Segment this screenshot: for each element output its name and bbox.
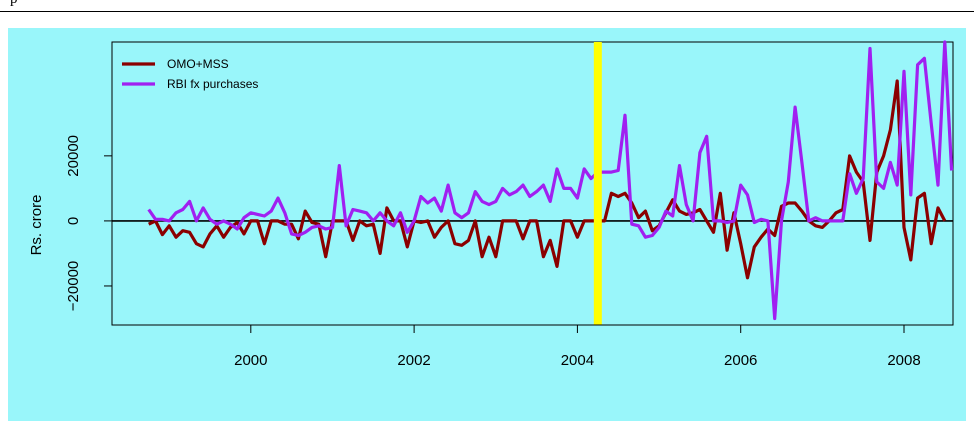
chart-panel (8, 28, 966, 421)
series-line-rbi-fx-purchases (147, 40, 954, 321)
y-axis-label: Rs. crore (28, 195, 45, 256)
x-tick-label: 2004 (561, 352, 594, 369)
top-divider (0, 11, 974, 12)
y-tick-label: 0 (65, 217, 82, 225)
series-line-omo-mss (148, 79, 947, 280)
legend-label: OMO+MSS (167, 57, 229, 71)
y-tick-label: −20000 (65, 261, 82, 311)
x-tick-label: 2002 (397, 352, 430, 369)
legend-label: RBI fx purchases (167, 77, 258, 91)
x-tick-label: 2000 (234, 352, 267, 369)
top-caption: p (10, 0, 18, 8)
x-tick-label: 2008 (887, 352, 920, 369)
x-tick-label: 2006 (724, 352, 757, 369)
y-tick-label: 20000 (65, 135, 82, 177)
